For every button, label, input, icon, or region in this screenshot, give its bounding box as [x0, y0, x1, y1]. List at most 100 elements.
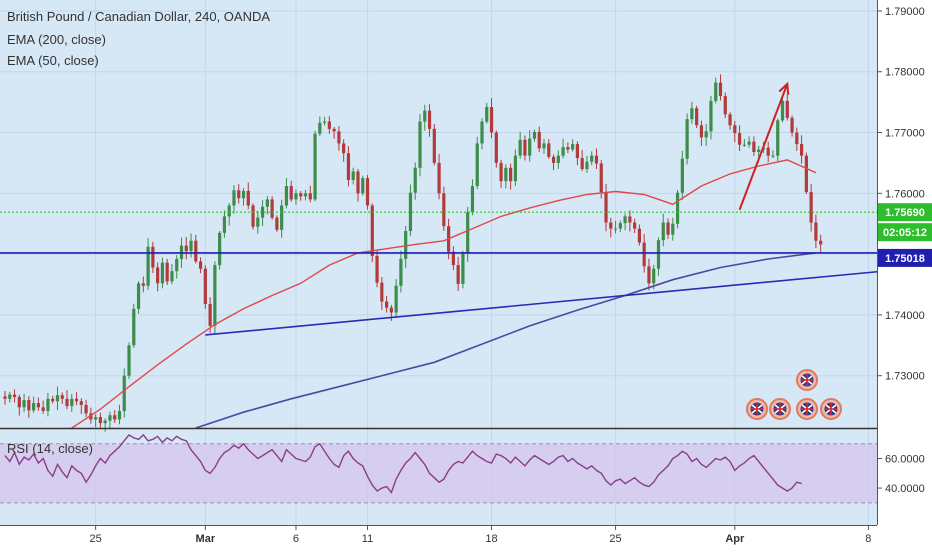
- candle-body: [485, 107, 489, 122]
- candle: [218, 230, 222, 270]
- candle-body: [480, 121, 484, 144]
- candle-body: [51, 398, 55, 402]
- price-labels: 1.75690 02:05:12 1.75018: [878, 203, 932, 267]
- candle: [537, 126, 541, 152]
- candle-body: [685, 119, 689, 159]
- ema50-legend[interactable]: EMA (50, close): [7, 53, 99, 68]
- candle-body: [332, 128, 336, 132]
- candle: [394, 279, 398, 318]
- candle-body: [327, 121, 331, 129]
- candle-body: [342, 143, 346, 154]
- time-axis-background: [0, 525, 932, 550]
- candle: [404, 225, 408, 268]
- candle-body: [222, 216, 227, 233]
- candle-body: [780, 100, 785, 121]
- ema200-legend[interactable]: EMA (200, close): [7, 32, 106, 47]
- candle: [32, 396, 36, 413]
- candle-body: [117, 410, 122, 420]
- candle-body: [22, 400, 26, 408]
- candle-body: [423, 110, 427, 122]
- candle-body: [675, 192, 680, 224]
- candle: [165, 258, 169, 286]
- candle-body: [156, 267, 160, 284]
- candle-body: [46, 398, 50, 411]
- candle: [3, 390, 7, 405]
- candle-body: [752, 141, 756, 152]
- candle-body: [84, 404, 88, 414]
- candle-body: [461, 252, 465, 284]
- candle-body: [280, 205, 284, 230]
- candle: [313, 130, 317, 202]
- bar-countdown-label-bg: [878, 223, 932, 242]
- candle-body: [17, 396, 21, 408]
- candle-body: [260, 206, 265, 218]
- candle: [275, 215, 279, 232]
- candle-body: [227, 205, 231, 217]
- candle: [141, 276, 145, 293]
- candle: [513, 149, 517, 186]
- candle-body: [785, 100, 789, 118]
- candle: [46, 392, 50, 417]
- candle-body: [370, 205, 374, 256]
- candle: [222, 210, 227, 238]
- uk-flag-icon[interactable]: [796, 398, 818, 420]
- candle-body: [127, 345, 131, 376]
- candle-body: [351, 171, 355, 180]
- candle-body: [427, 110, 432, 129]
- candle-body: [218, 232, 222, 266]
- candle-body: [389, 307, 393, 313]
- candle: [308, 185, 312, 203]
- candle-body: [408, 192, 413, 232]
- candle-body: [742, 144, 746, 146]
- candle-body: [265, 199, 269, 207]
- candle-body: [203, 268, 207, 304]
- uk-flag-icon[interactable]: [769, 398, 791, 420]
- rsi-legend[interactable]: RSI (14, close): [7, 441, 93, 456]
- time-tick-label: 25: [90, 533, 102, 545]
- candle-body: [270, 199, 274, 218]
- blue-level-price-label: 1.75018: [878, 248, 932, 267]
- candle: [628, 210, 632, 232]
- candle: [122, 368, 126, 418]
- candle: [127, 342, 131, 380]
- candle-body: [556, 155, 560, 163]
- candle: [17, 394, 21, 416]
- candle-body: [666, 222, 670, 235]
- candle-body: [284, 186, 289, 206]
- candle-body: [237, 190, 241, 199]
- candle: [327, 116, 331, 134]
- candle-body: [3, 396, 7, 399]
- candle-body: [609, 222, 613, 229]
- candle-body: [8, 394, 12, 399]
- candle: [647, 258, 651, 291]
- uk-flag-icon[interactable]: [796, 369, 818, 391]
- candle-body: [737, 133, 742, 145]
- candle: [136, 281, 141, 314]
- candle-body: [394, 285, 398, 313]
- candle: [156, 262, 160, 292]
- candle-body: [337, 131, 341, 144]
- candle-body: [766, 147, 770, 156]
- candle: [361, 175, 365, 196]
- uk-flag-icon[interactable]: [820, 398, 842, 420]
- candle: [260, 200, 265, 226]
- event-flags[interactable]: [746, 369, 842, 420]
- candle-body: [79, 401, 83, 405]
- candle-body: [141, 283, 145, 286]
- candle: [113, 409, 117, 424]
- candle-body: [523, 139, 527, 156]
- candle: [256, 210, 260, 234]
- candle: [613, 220, 618, 234]
- candle: [241, 188, 246, 206]
- candle: [790, 115, 794, 137]
- candle-body: [637, 228, 642, 243]
- candle-body: [695, 108, 699, 126]
- candle-body: [466, 212, 470, 253]
- candle: [318, 116, 322, 137]
- uk-flag-icon[interactable]: [746, 398, 768, 420]
- blue-level-price-label-text: 1.75018: [885, 253, 925, 265]
- candlestick-series: [3, 74, 823, 432]
- level-lines: [0, 81, 878, 336]
- ema200-line: [195, 252, 817, 429]
- green-level-price-label-bg: [878, 203, 932, 222]
